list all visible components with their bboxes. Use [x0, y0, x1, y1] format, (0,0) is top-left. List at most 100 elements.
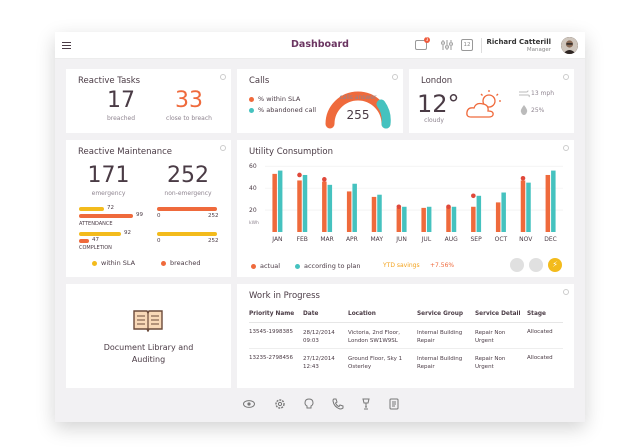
x-tick-label: DEC — [544, 236, 557, 243]
close-to-breach-label: close to breach — [166, 115, 212, 122]
x-tick-label: JUL — [421, 236, 432, 243]
calendar-icon[interactable]: 12 — [461, 39, 473, 51]
cell-date: 28/12/2014 09:03 — [303, 330, 335, 344]
document-library-card[interactable]: Document Library and Auditing — [66, 284, 231, 388]
gauge-value: 255 — [346, 108, 370, 122]
legend-dot — [92, 260, 97, 266]
legend-label: according to plan — [304, 262, 361, 270]
legend-dot — [161, 260, 166, 266]
x-tick-label: APR — [346, 236, 358, 243]
bar-actual-nov — [520, 180, 526, 232]
cell-service-group: Internal Building Repair — [417, 356, 463, 370]
electricity-filter-icon[interactable] — [510, 258, 524, 272]
x-tick-label: AUG — [445, 236, 458, 243]
x-tick-label: FEB — [297, 236, 308, 243]
cell-location: Victoria, 2nd Floor, London SW1W9SL — [348, 330, 401, 344]
attendance-non-emergency-zero: 0 — [157, 213, 161, 219]
marker-feb — [297, 172, 302, 178]
chat-icon[interactable] — [415, 40, 427, 50]
emergency-count: 171 — [87, 163, 130, 188]
legend-label: breached — [170, 259, 201, 267]
gear-icon[interactable] — [220, 145, 226, 151]
bar-actual-jul — [421, 207, 426, 232]
legend-label: actual — [260, 262, 281, 270]
legend-dot — [249, 96, 254, 102]
attendance-emergency-breached-value: 99 — [136, 212, 143, 218]
attendance-emergency-sla-value: 72 — [107, 205, 114, 211]
completion-non-emergency-total: 252 — [208, 238, 219, 244]
phone-icon[interactable] — [332, 398, 344, 410]
legend-label: within SLA — [101, 259, 136, 267]
x-tick-label: JUN — [395, 236, 407, 243]
weather-card: London 12° cloudy 13 mph 25% — [409, 69, 574, 133]
marker-jun — [396, 204, 402, 210]
cloudy-sun-icon — [466, 90, 501, 118]
cell-stage: Allocated — [527, 329, 553, 335]
cell-location: Ground Floor, Sky 1 Osterley — [348, 356, 403, 370]
column-header: Service Group — [417, 311, 463, 317]
water-filter-icon[interactable] — [529, 258, 543, 272]
utility-chart: 60 40 20 kWh JAN FEB MAR APR MAY JUN JUL AUG SEP OCT N… — [249, 163, 563, 243]
emergency-label: emergency — [91, 190, 126, 197]
gauge-label: calls answer — [339, 94, 377, 101]
row-divider — [249, 348, 563, 349]
gear-icon[interactable] — [563, 145, 569, 151]
open-book-icon — [133, 310, 163, 332]
lamp-icon[interactable] — [360, 398, 372, 410]
x-tick-label: MAR — [320, 236, 333, 243]
x-tick-label: SEP — [470, 236, 482, 243]
completion-emergency-sla-bar — [79, 232, 121, 236]
bar-plan-sep — [476, 195, 482, 232]
legend-label: % abandoned call — [258, 106, 317, 114]
calls-card: Calls % within SLA % abandoned call call… — [237, 69, 403, 133]
avatar[interactable] — [561, 37, 578, 54]
bar-actual-mar — [322, 181, 327, 232]
divider — [481, 38, 482, 53]
column-header: Stage — [527, 311, 546, 317]
bar-actual-aug — [446, 206, 451, 232]
bar-actual-sep — [471, 206, 476, 232]
breached-count: 17 — [107, 88, 135, 113]
legend-actual: actual — [251, 262, 280, 270]
notification-badge: 3 — [424, 37, 430, 43]
settings-sliders-icon[interactable] — [441, 39, 453, 51]
y-tick-label: 20 — [249, 207, 257, 214]
ytd-savings-label: YTD savings — [383, 262, 420, 269]
gear-icon[interactable] — [563, 289, 569, 295]
document-library-title: Document Library and Auditing — [103, 343, 194, 364]
card-title: Work in Progress — [249, 291, 320, 301]
gear-icon[interactable] — [220, 74, 226, 80]
user-name[interactable]: Richard Catterill — [486, 38, 552, 46]
marker-nov — [520, 175, 526, 181]
marker-mar — [322, 177, 327, 182]
x-tick-label: NOV — [519, 236, 533, 243]
gauge-arc-abandoned — [376, 99, 391, 129]
bar-actual-jun — [396, 207, 402, 232]
lightning-icon[interactable]: ⚡ — [548, 258, 562, 272]
gear-icon[interactable] — [563, 74, 569, 80]
legend-abandoned: % abandoned call — [249, 106, 321, 114]
humidity-icon — [520, 105, 528, 115]
eye-icon[interactable] — [243, 398, 255, 410]
page-title: Dashboard — [291, 39, 349, 50]
y-tick-label: 60 — [249, 163, 257, 170]
attendance-non-emergency-total: 252 — [208, 213, 219, 219]
work-in-progress-card: Work in Progress Priority Name Date Loca… — [237, 284, 574, 388]
hamburger-menu-icon[interactable] — [62, 42, 71, 49]
gear-icon[interactable] — [392, 74, 398, 80]
wind-icon — [519, 90, 530, 98]
marker-sep — [471, 193, 476, 199]
x-tick-label: OCT — [495, 236, 508, 243]
cell-stage: Allocated — [527, 355, 553, 361]
card-title: Reactive Tasks — [78, 76, 141, 86]
reactive-maintenance-card: Reactive Maintenance 171 emergency 252 n… — [66, 140, 231, 277]
legend-breached: breached — [161, 259, 200, 267]
completion-non-emergency-bar — [157, 232, 217, 236]
calls-gauge — [325, 91, 391, 129]
bulb-icon[interactable] — [303, 398, 315, 410]
gear-icon[interactable] — [274, 398, 286, 410]
bar-plan-jul — [426, 206, 432, 232]
weather-condition: cloudy — [424, 117, 444, 124]
completion-emergency-sla-value: 92 — [124, 230, 131, 236]
document-icon[interactable] — [388, 398, 400, 410]
